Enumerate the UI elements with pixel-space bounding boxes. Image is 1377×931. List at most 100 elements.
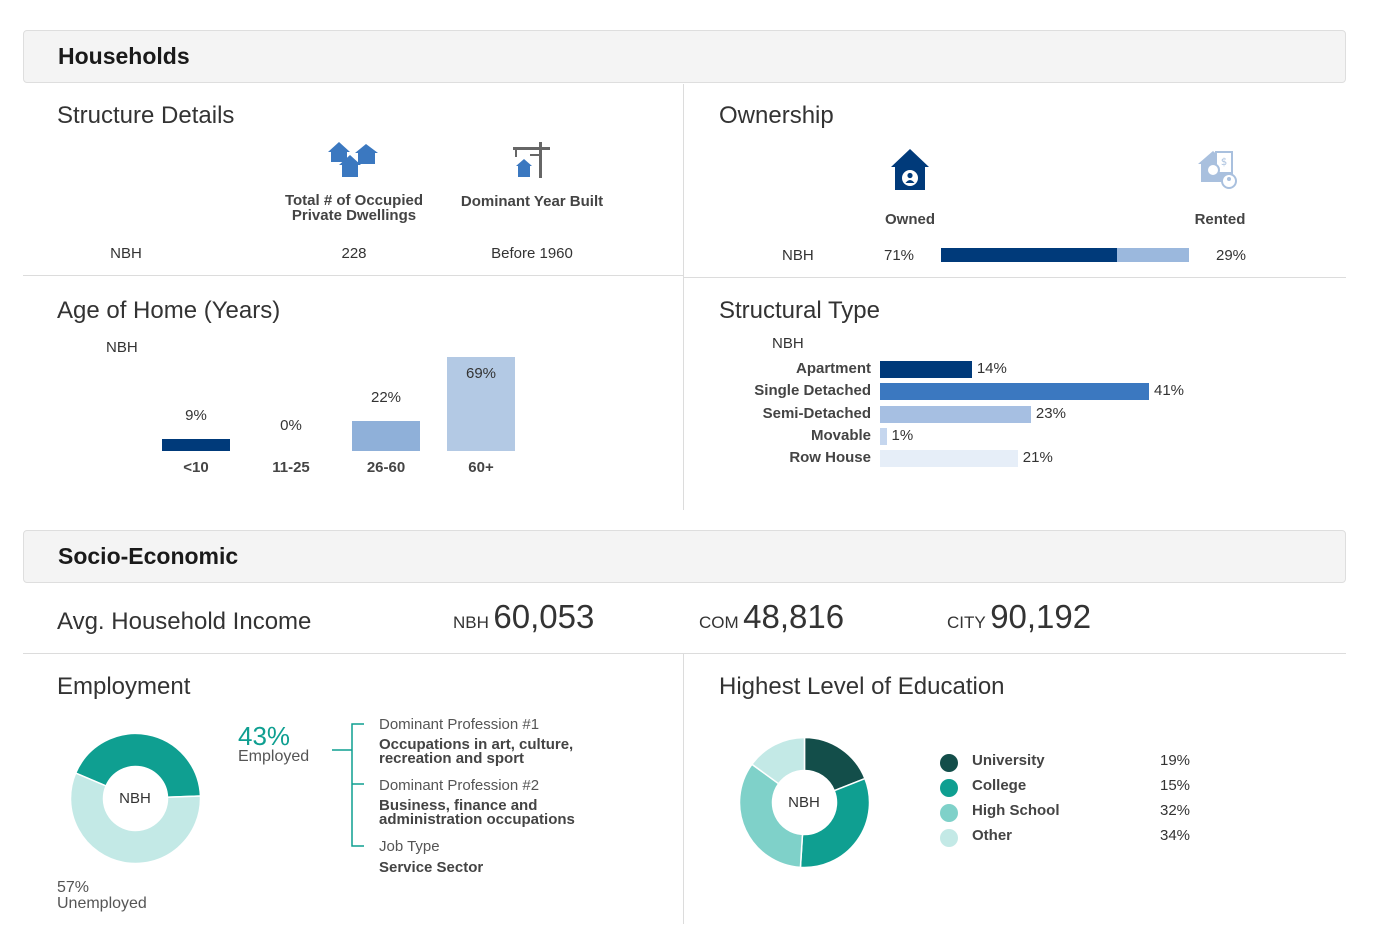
legend-label: Other — [972, 827, 1013, 844]
employed-label: Employed — [238, 748, 310, 765]
profession-bracket — [332, 723, 364, 847]
ownership-row-label: NBH — [782, 247, 814, 264]
age-bar-value-label: 69% — [465, 365, 497, 382]
structural-bar-value-label: 41% — [1154, 382, 1185, 400]
age-category-label: <10 — [183, 459, 209, 476]
age-bar-value-label: 0% — [280, 417, 302, 434]
avg-income-label: Avg. Household Income — [57, 608, 312, 635]
svg-text:$: $ — [1221, 157, 1227, 168]
employment-center-label: NBH — [119, 790, 151, 807]
households-header: Households — [23, 30, 1346, 83]
income-nbh: NBH 60,053 — [453, 598, 594, 636]
dwellings-value: 228 — [341, 245, 367, 262]
age-of-home-title: Age of Home (Years) — [57, 297, 281, 324]
income-com-label: COM — [699, 613, 739, 632]
profession1-value: Occupations in art, culture, recreation … — [379, 736, 574, 767]
dwellings-header: Total # of Occupied Private Dwellings — [274, 193, 434, 223]
owned-pct: 71% — [884, 247, 915, 264]
employed-pct: 43% — [238, 721, 291, 751]
legend-label: College — [972, 777, 1027, 794]
structural-category-label: Single Detached — [754, 382, 871, 400]
structural-type-title: Structural Type — [719, 297, 880, 324]
rented-home-icon: $ — [1198, 151, 1237, 189]
legend-label: University — [972, 752, 1045, 769]
owned-bar-segment — [941, 248, 1118, 262]
income-com: COM 48,816 — [699, 598, 844, 636]
employment-title: Employment — [57, 673, 191, 700]
socio-economic-header: Socio-Economic — [23, 530, 1346, 583]
income-city: CITY 90,192 — [947, 598, 1091, 636]
structural-bar-value-label: 14% — [976, 360, 1007, 377]
legend-label: High School — [972, 802, 1060, 819]
divider — [683, 84, 684, 510]
legend-value: 32% — [1160, 802, 1191, 819]
structural-category-label: Row House — [789, 449, 871, 467]
structural-bar — [880, 427, 887, 445]
structural-category-label: Apartment — [795, 360, 871, 377]
divider — [23, 653, 1346, 654]
income-com-value: 48,816 — [743, 598, 845, 635]
structural-category-label: Semi-Detached — [762, 404, 871, 422]
profession1-value-line1: Occupations in art, culture, — [379, 736, 574, 753]
education-center-label: NBH — [788, 794, 820, 811]
income-city-value: 90,192 — [990, 598, 1092, 635]
structural-category-label: Movable — [810, 426, 871, 444]
structural-bar-value-label: 21% — [1022, 449, 1053, 467]
education-title: Highest Level of Education — [719, 673, 1005, 700]
structure-details-title: Structure Details — [57, 102, 235, 129]
divider — [683, 654, 684, 924]
structural-bar — [880, 361, 972, 378]
year-built-value: Before 1960 — [491, 245, 573, 262]
structure-row-label: NBH — [110, 245, 142, 262]
age-category-label: 26-60 — [366, 459, 406, 476]
legend-swatch — [940, 804, 958, 822]
rented-pct: 29% — [1216, 247, 1247, 264]
age-bar — [447, 357, 515, 451]
structural-bar — [880, 450, 1018, 468]
legend-swatch — [940, 779, 958, 797]
owned-home-icon — [891, 149, 929, 190]
dwellings-header-line2: Private Dwellings — [291, 207, 417, 224]
year-built-header: Dominant Year Built — [460, 193, 604, 210]
profession2-value-line2: administration occupations — [379, 811, 575, 828]
rented-bar-segment — [1117, 248, 1189, 262]
income-nbh-value: 60,053 — [493, 598, 595, 635]
education-slice — [799, 777, 870, 868]
ownership-bar — [941, 248, 1189, 262]
structural-bar-value-label: 1% — [891, 426, 914, 444]
education-legend: University 19% College 15% High School 32% Oth… — [938, 752, 1198, 852]
structural-type-chart: Apartment 14% Single Detached 41% Semi-Detac… — [700, 358, 1260, 473]
profession2-value: Business, finance and administration occ… — [379, 797, 575, 828]
employment-donut-chart — [70, 733, 201, 864]
households-title: Households — [58, 43, 190, 69]
structural-bar-value-label: 23% — [1035, 404, 1066, 422]
profession1-label: Dominant Profession #1 — [379, 716, 540, 733]
owned-label: Owned — [884, 211, 935, 228]
job-type-label: Job Type — [379, 838, 440, 855]
divider — [684, 277, 1346, 278]
legend-value: 34% — [1160, 827, 1191, 844]
age-bar-value-label: 9% — [185, 406, 207, 424]
construction-crane-icon — [513, 142, 550, 178]
age-bar — [162, 438, 230, 451]
education-donut-chart — [739, 737, 870, 868]
age-bar-value-label: 22% — [370, 389, 402, 407]
age-category-label: 60+ — [468, 459, 494, 476]
unemployed-pct: 57% — [57, 879, 90, 896]
profession1-value-line2: recreation and sport — [379, 750, 525, 767]
job-type-value: Service Sector — [379, 859, 484, 876]
employment-slice — [70, 772, 201, 864]
divider — [23, 275, 683, 276]
education-slice — [750, 737, 806, 785]
profession2-value-line1: Business, finance and — [379, 797, 538, 814]
age-category-label: 11-25 — [272, 459, 310, 476]
houses-icon — [328, 142, 378, 177]
legend-value: 19% — [1160, 752, 1191, 769]
age-series-label: NBH — [106, 339, 138, 356]
employment-slice — [74, 733, 201, 799]
income-nbh-label: NBH — [453, 613, 489, 632]
legend-swatch — [940, 829, 958, 847]
rented-label: Rented — [1194, 211, 1246, 228]
dwellings-header-line1: Total # of Occupied — [284, 192, 424, 209]
ownership-title: Ownership — [719, 102, 834, 129]
